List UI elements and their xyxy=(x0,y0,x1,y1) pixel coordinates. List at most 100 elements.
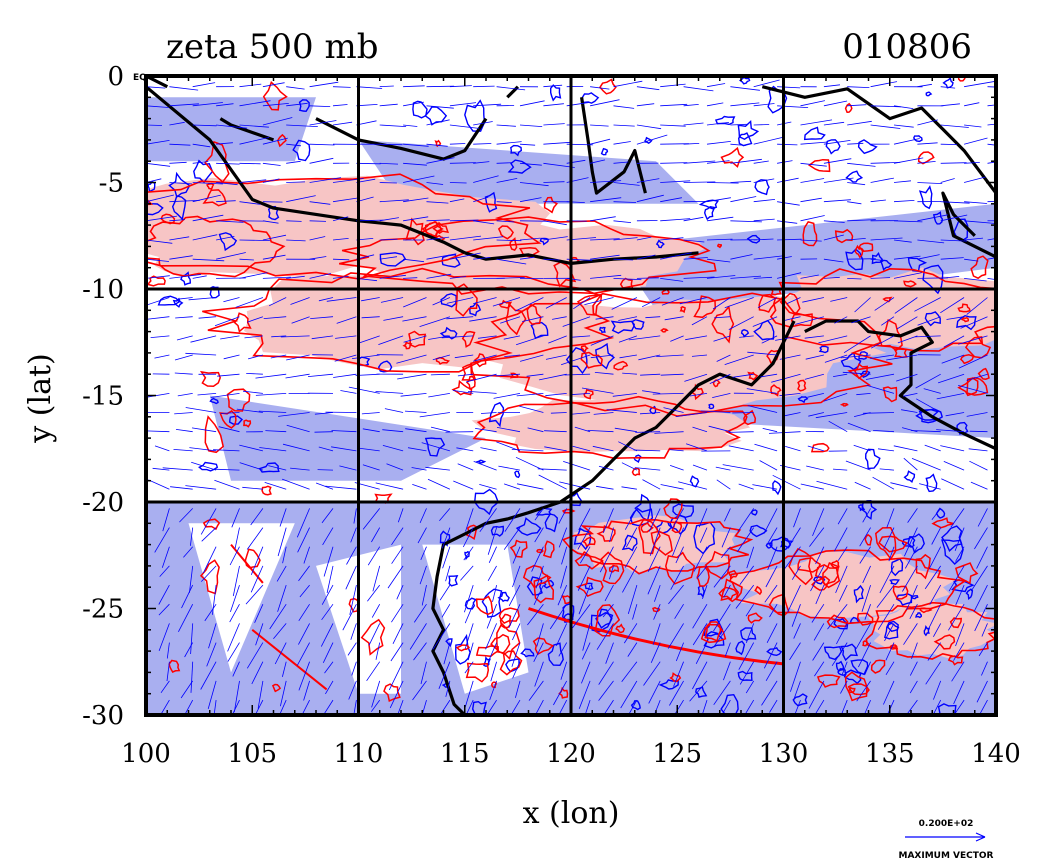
wind-vector xyxy=(192,214,224,222)
blue-contour xyxy=(915,408,940,421)
coastline xyxy=(506,85,520,99)
wind-vector xyxy=(937,373,965,384)
wind-vector xyxy=(426,85,455,88)
wind-vector xyxy=(522,316,544,322)
wind-vector xyxy=(446,297,474,304)
blue-band xyxy=(613,203,996,311)
blue-contour xyxy=(672,503,695,519)
wind-vector xyxy=(627,584,638,615)
wind-vector xyxy=(403,297,427,308)
wind-vector xyxy=(847,278,862,280)
wind-vector xyxy=(966,373,988,381)
red-contour xyxy=(747,612,763,624)
wind-vector xyxy=(833,373,848,377)
wind-vector xyxy=(262,162,281,166)
blue-contour xyxy=(292,139,311,162)
wind-vector xyxy=(336,316,357,324)
wind-vector xyxy=(981,623,988,637)
wind-vector xyxy=(893,138,920,145)
wind-vector xyxy=(793,508,801,528)
wind-vector xyxy=(280,680,287,707)
wind-vector xyxy=(893,272,922,279)
wind-vector xyxy=(893,105,914,109)
wind-vector xyxy=(371,527,381,543)
wind-vector xyxy=(467,642,474,661)
wind-vector xyxy=(254,604,264,623)
wind-vector xyxy=(840,680,848,694)
wind-vector xyxy=(753,79,780,88)
wind-vector xyxy=(297,527,310,553)
wind-vector xyxy=(692,661,708,690)
wind-vector xyxy=(765,565,778,588)
wind-vector xyxy=(216,162,240,165)
wind-vector xyxy=(258,410,287,413)
wind-vector xyxy=(738,642,755,670)
wind-vector xyxy=(174,372,193,375)
wind-vector xyxy=(325,680,334,695)
wind-vector xyxy=(183,546,194,558)
wind-vector xyxy=(543,123,565,126)
wind-vector xyxy=(618,441,638,452)
wind-vector xyxy=(425,466,450,471)
wind-vector xyxy=(782,546,801,573)
wind-vector xyxy=(188,297,217,301)
wind-vector xyxy=(158,623,170,652)
wind-vector xyxy=(386,463,404,471)
wind-vector xyxy=(911,458,941,471)
wind-vector xyxy=(286,275,305,279)
red-contour xyxy=(199,559,220,595)
blue-band xyxy=(209,395,487,481)
wind-vector xyxy=(951,661,965,682)
wind-vector xyxy=(296,508,310,538)
wind-vector xyxy=(146,488,147,490)
wind-vector xyxy=(841,661,848,676)
wind-vector xyxy=(800,141,828,145)
y-tick-labels: 0 -5 -10 -15 -20 -25 -30 xyxy=(82,62,124,731)
wind-vector xyxy=(859,546,871,564)
x-tick-label: 100 xyxy=(121,739,171,769)
wind-vector xyxy=(178,604,194,632)
wind-vector xyxy=(765,661,778,681)
wind-vector xyxy=(404,410,427,413)
wind-vector xyxy=(537,468,567,471)
wind-vector xyxy=(251,661,264,685)
wind-vector xyxy=(883,680,895,705)
wind-vector xyxy=(200,508,217,535)
vector-legend-caption: MAXIMUM VECTOR xyxy=(898,851,993,861)
wind-vector xyxy=(213,700,217,715)
blue-contour xyxy=(610,320,635,334)
red-contour xyxy=(475,595,494,616)
wind-vector xyxy=(192,143,211,148)
wind-vector xyxy=(909,604,918,619)
wind-vector xyxy=(976,680,988,703)
wind-vector xyxy=(636,86,660,91)
wind-vector xyxy=(227,642,240,662)
wind-vector xyxy=(239,239,270,241)
wind-vector xyxy=(964,220,996,224)
wind-vector xyxy=(379,199,409,203)
red-contour xyxy=(959,354,975,365)
red-contour xyxy=(461,363,477,381)
wind-vector xyxy=(246,527,264,550)
wind-vector xyxy=(403,277,418,279)
wind-vector xyxy=(706,122,730,126)
wind-vector xyxy=(943,335,965,348)
wind-vector xyxy=(379,274,406,279)
red-contour xyxy=(542,540,555,559)
wind-vector xyxy=(940,297,965,314)
wind-vector xyxy=(214,468,240,471)
wind-vector xyxy=(278,412,310,417)
wind-vector xyxy=(299,584,310,598)
red-contour xyxy=(693,295,717,319)
wind-vector xyxy=(791,604,801,627)
wind-vector xyxy=(362,464,380,471)
wind-vector xyxy=(840,354,871,359)
wind-vector xyxy=(242,390,263,394)
wind-vector xyxy=(496,427,521,433)
wind-vector xyxy=(286,220,302,222)
wind-vector xyxy=(564,373,591,376)
wind-vector xyxy=(738,483,754,490)
wind-vector xyxy=(268,465,287,471)
wind-vector xyxy=(309,105,331,107)
red-contour xyxy=(490,633,511,655)
